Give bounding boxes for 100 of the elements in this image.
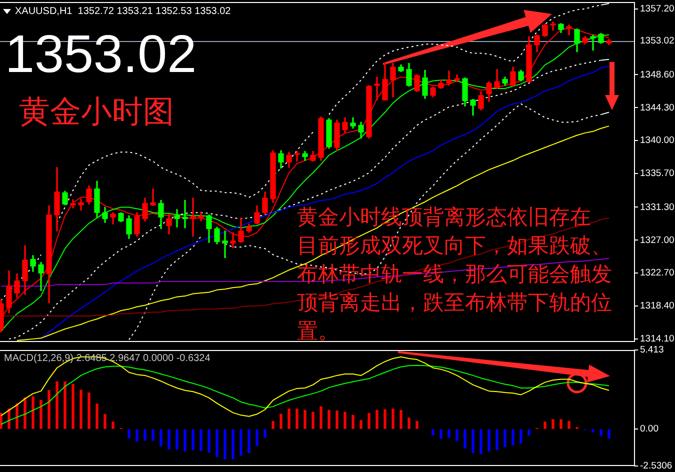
bar [608,429,610,439]
bar [128,429,130,438]
bar [112,422,114,429]
bar [280,414,282,429]
bar [8,408,10,429]
bar [160,429,162,446]
candlestick [446,70,452,86]
bar [48,390,50,429]
bar [240,429,242,456]
bar [528,429,530,436]
bar [560,419,562,429]
bar [368,412,370,429]
y-tick-label: 1344.30 [640,102,674,114]
y-tick-label: 5.413 [640,344,664,356]
candlestick [182,200,188,228]
bar [296,408,298,429]
candlestick [294,150,300,162]
annotation: 黄金小时图 [19,94,174,129]
bar [552,419,554,429]
bar [600,429,602,436]
bar [264,429,266,438]
bar [496,429,498,450]
y-tick-label: 1357.20 [640,4,674,15]
bar [544,422,546,429]
bar [136,429,138,442]
bar [184,429,186,452]
bar [504,429,506,448]
ref-line-label: 1353.02 [640,36,674,47]
bar [312,412,314,429]
bar [88,392,90,429]
bar [256,429,258,446]
candlestick [550,22,556,31]
bar [456,429,458,441]
bar [336,410,338,429]
bar [520,429,522,444]
bar [208,429,210,453]
y-tick-label: 1340.00 [640,135,674,146]
bar [448,429,450,438]
bar [320,406,322,429]
bar [192,429,194,450]
y-tick-label: 1318.40 [640,300,674,312]
bar [328,410,330,429]
y-tick-label: 1335.70 [640,168,674,180]
bar [384,409,386,429]
chart-title: XAUUSD,H1 1352.72 1353.21 1352.53 1353.02 [15,6,232,17]
bar [416,420,418,429]
bar [464,429,466,449]
candlestick [190,198,196,237]
bar [304,410,306,429]
bar [592,429,594,432]
bar [144,429,146,441]
bar [512,429,514,446]
bar [0,412,2,429]
bar [248,429,250,454]
candlestick [174,209,180,228]
bar [56,381,58,429]
bar [32,396,34,429]
bar [200,429,202,451]
bar [232,429,234,460]
bar [376,410,378,429]
bar [400,410,402,429]
bar [344,412,346,429]
candlestick [70,199,76,208]
candlestick [198,211,204,222]
bar [392,408,394,429]
bar [104,414,106,429]
candlestick [222,230,228,258]
y-tick-label: 0.00 [640,424,658,435]
bar [72,384,74,429]
candlestick [150,188,156,206]
bar [152,429,154,441]
bar [24,397,26,429]
candlestick [374,76,380,100]
annotation: 1353.02 [5,25,197,84]
bar [472,429,474,454]
bar [360,420,362,429]
bar [408,418,410,429]
y-tick-label: 1322.70 [640,268,674,279]
bar [480,429,482,454]
bar [168,429,170,450]
bar [64,381,66,429]
bar [432,429,434,436]
y-tick-label: 1327.00 [640,234,674,246]
y-tick-label: 1348.60 [640,69,674,80]
bar [488,429,490,452]
bar [352,414,354,429]
bar [176,429,178,450]
bar [288,408,290,429]
bar [224,429,226,460]
bar [80,390,82,429]
candlestick [230,232,236,248]
bar [568,420,570,429]
bar [216,429,218,457]
y-tick-label: -2.5306 [640,460,672,472]
bar [96,404,98,429]
bar [40,400,42,429]
y-tick-label: 1314.10 [640,334,674,345]
bar [440,429,442,439]
bar [272,420,274,429]
y-tick-label: 1331.30 [640,202,674,213]
